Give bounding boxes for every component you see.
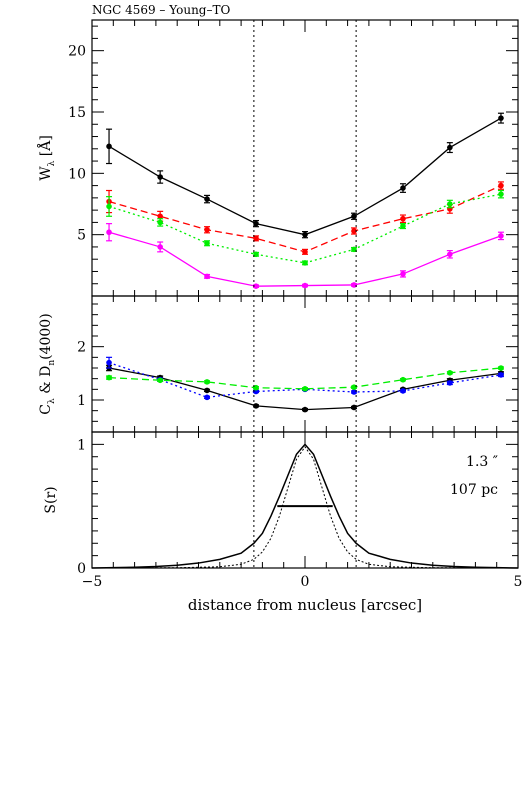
panel-equivalent-widths: 5 10 15 20 Wλ [Å] [36, 19, 519, 297]
y-tick-label: 5 [77, 228, 86, 244]
data-point [302, 282, 308, 289]
panel-psf: 01−5 0 5 S(r) 1.3 ″ 107 pc distance from n… [43, 431, 523, 614]
top-ylabel: Wλ [Å] [36, 135, 57, 181]
data-point [253, 235, 259, 242]
data-point [400, 215, 406, 222]
panel-bottom-frame [91, 431, 519, 569]
bottom-series [91, 443, 519, 569]
psf-profile-narrow [91, 445, 519, 569]
data-point [351, 246, 357, 253]
series-line [108, 193, 502, 264]
data-point [351, 213, 357, 220]
data-point [302, 386, 308, 392]
data-point [351, 389, 357, 395]
data-point [253, 403, 259, 409]
data-point [400, 185, 406, 191]
y-tick-label: 10 [68, 166, 86, 182]
data-point [302, 249, 308, 255]
y-tick-label: 0 [77, 561, 86, 577]
data-point [447, 144, 453, 151]
series-line [108, 117, 502, 236]
top-series [106, 112, 504, 289]
x-tick-label: 5 [514, 574, 523, 590]
x-axis-label: distance from nucleus [arcsec] [188, 596, 422, 614]
figure-title: NGC 4569 – Young–TO [92, 3, 230, 17]
data-point [204, 387, 210, 394]
data-point [302, 231, 308, 238]
data-point [253, 283, 259, 289]
data-point [106, 359, 112, 366]
data-point [498, 115, 504, 121]
data-point [204, 240, 210, 247]
top-ticks: 5 10 15 20 [68, 20, 519, 297]
data-point [400, 376, 406, 383]
data-point [204, 226, 210, 233]
data-point [106, 374, 112, 381]
data-point [498, 233, 504, 239]
data-point [351, 228, 357, 234]
data-point [204, 379, 210, 385]
data-point [400, 388, 406, 394]
data-point [498, 182, 504, 189]
data-point [302, 406, 308, 413]
data-point [253, 384, 259, 391]
series-line [109, 367, 502, 390]
data-point [204, 273, 210, 280]
data-point [351, 384, 357, 391]
middle-ylabel: Cλ & Dn(4000) [38, 313, 57, 414]
x-tick-label: 0 [301, 574, 310, 590]
data-point [157, 174, 163, 180]
data-point [498, 372, 504, 378]
data-point [447, 251, 453, 258]
data-point [351, 404, 357, 411]
data-point [106, 143, 112, 150]
data-point [351, 282, 357, 288]
bottom-ylabel: S(r) [43, 486, 59, 513]
data-point [253, 220, 259, 227]
series-line [108, 362, 502, 398]
data-point [447, 380, 453, 386]
data-point [106, 203, 112, 210]
data-point [157, 377, 163, 384]
y-tick-label: 2 [77, 340, 86, 356]
data-point [157, 219, 163, 226]
y-tick-label: 15 [68, 105, 86, 121]
y-tick-label: 20 [68, 44, 86, 60]
middle-series [106, 356, 504, 413]
data-point [204, 196, 210, 202]
series-line [108, 185, 502, 253]
psf-profile-broad [91, 443, 519, 569]
data-point [106, 229, 112, 236]
aperture-guide-lines [253, 20, 357, 568]
middle-ticks: 12 [77, 296, 519, 433]
panel-continuum-colors: 12 Cλ & Dn(4000) [38, 295, 519, 433]
data-point [447, 370, 453, 376]
data-point [253, 251, 259, 258]
data-point [498, 191, 504, 197]
series-line [108, 231, 502, 287]
annotation-fwhm: 1.3 ″ [466, 454, 498, 470]
y-tick-label: 1 [77, 437, 86, 453]
y-tick-label: 1 [77, 393, 86, 409]
data-point [302, 260, 308, 266]
data-point [157, 213, 163, 220]
data-point [447, 201, 453, 207]
data-point [498, 365, 504, 371]
data-point [400, 223, 406, 229]
x-tick-label: −5 [82, 574, 103, 590]
data-point [204, 394, 210, 401]
bottom-ticks: 01−5 0 5 [77, 431, 523, 590]
annotation-scale: 107 pc [450, 482, 498, 498]
data-point [157, 244, 163, 250]
data-point [400, 271, 406, 277]
